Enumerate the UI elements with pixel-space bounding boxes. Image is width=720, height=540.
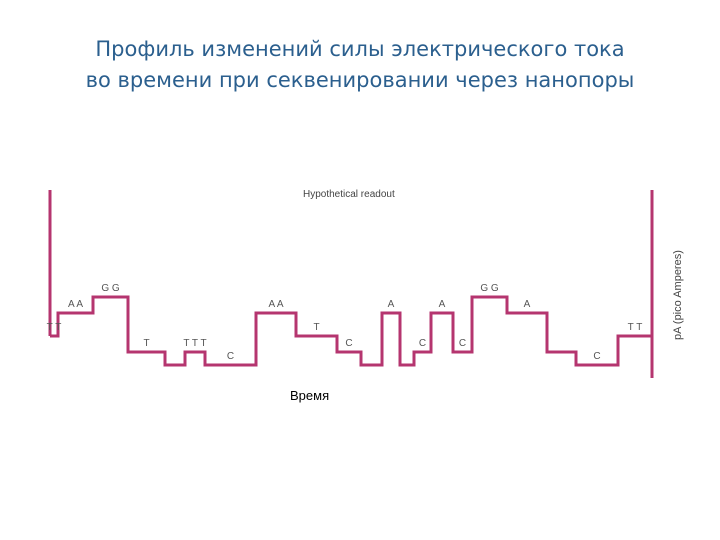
diagram-heading: Hypothetical readout [303,189,395,200]
base-label: T T [47,322,62,333]
base-label: C [459,338,466,349]
trace-line [50,295,652,367]
base-label: T [313,322,319,333]
base-label: A [439,299,446,310]
base-label: C [593,351,600,362]
y-axis-label: pA (pico Amperes) [672,250,684,340]
base-label: T [143,338,149,349]
base-label: A [524,299,531,310]
base-label: C [419,338,426,349]
base-label: A [388,299,395,310]
x-axis-label: Время [290,388,330,403]
base-label: T T T [183,338,206,349]
base-label: C [227,351,234,362]
base-label: G G [101,283,120,294]
base-label: C [345,338,352,349]
base-labels: T T A A G G T T T T C A A T C A C A C G G A C T T [47,283,643,362]
base-label: A A [268,299,283,310]
base-label: G G [480,283,499,294]
title-line-2: во времени при секвенировании через нано… [85,68,635,92]
base-label: T T [628,322,643,333]
current-trace [48,190,654,378]
slide-title: Профиль изменений силы электрического то… [0,34,720,96]
base-label: A A [68,299,83,310]
title-line-1: Профиль изменений силы электрического то… [95,37,625,61]
